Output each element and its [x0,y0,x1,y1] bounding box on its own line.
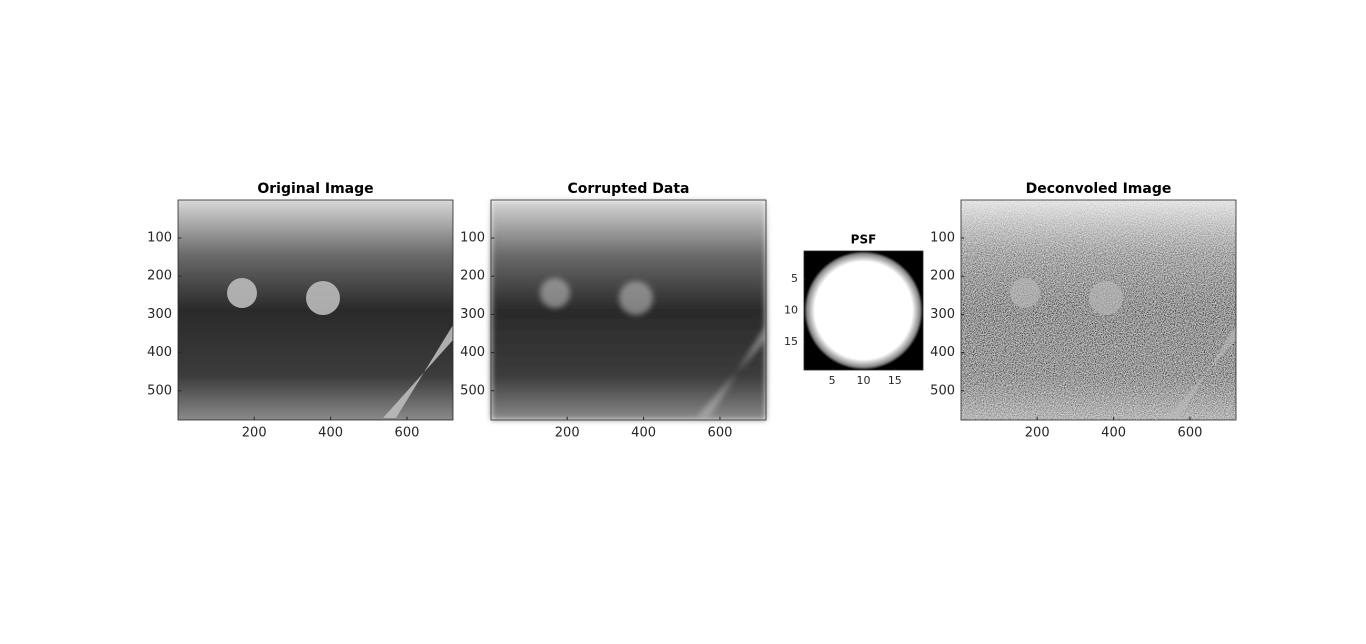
y-tick-label: 15 [784,335,798,348]
y-tick-label: 500 [930,383,955,398]
car-shapes [227,278,453,418]
headlight [540,278,570,308]
headlight [1089,281,1123,315]
y-tick-label: 300 [147,307,172,322]
headlight [306,281,340,315]
x-tick-label: 10 [857,374,871,387]
x-tick-label: 200 [242,426,267,441]
axes-box [960,199,1237,421]
x-tick-label: 5 [829,374,836,387]
x-tick-label: 200 [555,426,580,441]
axes-box [177,199,454,421]
x-tick-label: 600 [708,426,733,441]
car-shapes [540,278,766,418]
x-tick-label: 400 [631,426,656,441]
y-tick-label: 400 [460,345,485,360]
y-tick-label: 200 [147,269,172,284]
headlight [1010,278,1040,308]
y-tick-label: 100 [460,231,485,246]
x-tick-label: 600 [395,426,420,441]
y-tick-label: 10 [784,304,798,317]
x-tick-label: 200 [1025,426,1050,441]
axes: PSF 5 10 15 5 10 15 [784,233,924,387]
headlight [227,278,257,308]
axes-box [490,199,767,421]
y-tick-label: 400 [930,345,955,360]
y-tick-label: 100 [930,231,955,246]
car-shapes [1010,278,1236,418]
x-tick-label: 15 [888,374,902,387]
axes: Deconvoled Image 200 400 600 100 200 300 400 500 [930,181,1237,441]
y-tick-label: 5 [791,272,798,285]
axes-title: Corrupted Data [568,181,690,197]
axes-title: Original Image [257,181,373,197]
axes-title: PSF [851,233,877,247]
y-tick-label: 200 [930,269,955,284]
y-tick-label: 500 [147,383,172,398]
x-tick-label: 600 [1178,426,1203,441]
y-tick-label: 300 [930,307,955,322]
y-tick-label: 100 [147,231,172,246]
y-tick-label: 200 [460,269,485,284]
y-tick-label: 400 [147,345,172,360]
x-tick-label: 400 [1101,426,1126,441]
y-tick-label: 300 [460,307,485,322]
y-tick-label: 500 [460,383,485,398]
axes: Original Image 200 400 600 100 200 300 400 500 [147,181,454,441]
x-tick-label: 400 [318,426,343,441]
axes-title: Deconvoled Image [1026,181,1172,197]
headlight [619,281,653,315]
image-disk [804,251,923,370]
axes: Corrupted Data 200 400 600 100 200 300 400 500 [460,181,767,441]
